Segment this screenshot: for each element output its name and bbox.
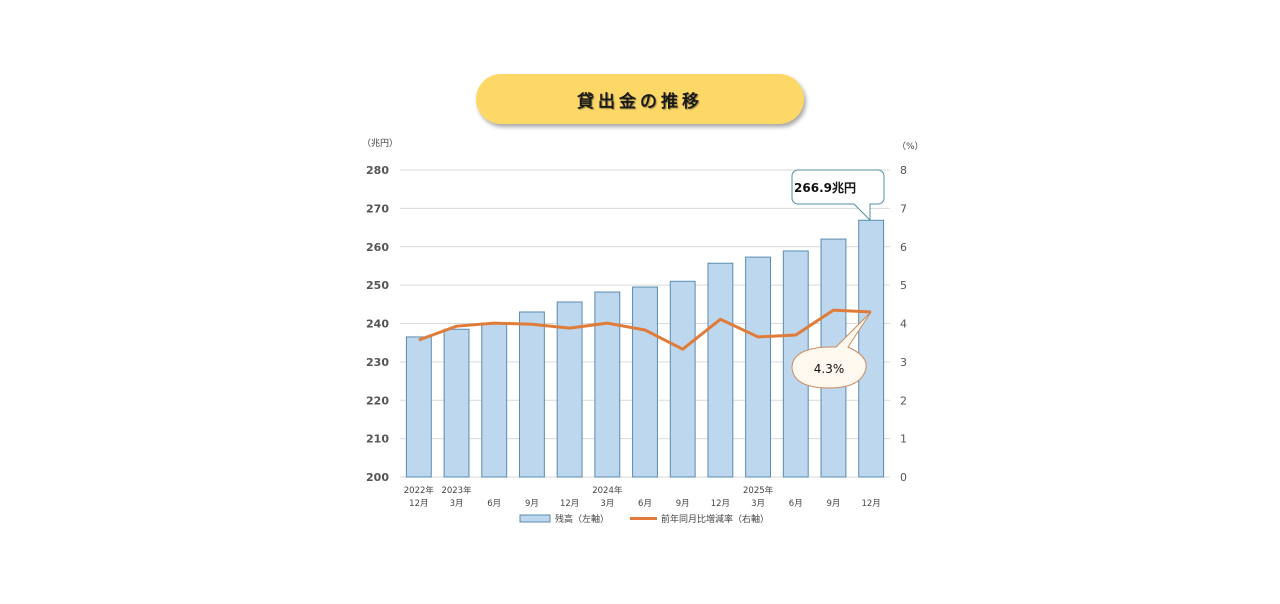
left-tick-label: 240 <box>366 318 389 331</box>
x-month-label: 6月 <box>789 499 803 509</box>
x-month-label: 3月 <box>600 499 614 509</box>
x-month-label: 9月 <box>525 499 539 509</box>
right-tick-label: 7 <box>900 202 907 215</box>
x-month-label: 9月 <box>676 499 690 509</box>
balance-callout-text: 266.9兆円 <box>794 180 856 195</box>
left-tick-label: 200 <box>366 471 389 484</box>
x-month-label: 9月 <box>827 499 841 509</box>
rate-callout: 4.3% <box>791 311 872 389</box>
bar <box>707 262 734 478</box>
rate-callout-text: 4.3% <box>814 362 845 376</box>
growth-rate-line <box>418 308 872 351</box>
right-tick-label: 4 <box>900 318 907 331</box>
x-month-label: 12月 <box>409 499 428 509</box>
bar <box>594 291 621 478</box>
left-tick-label: 220 <box>366 394 389 407</box>
balance-callout: 266.9兆円 <box>791 169 885 222</box>
legend-bar-swatch <box>519 514 551 523</box>
right-tick-label: 6 <box>900 241 907 254</box>
x-year-label: 2024年 <box>592 485 623 496</box>
x-month-label: 6月 <box>487 499 501 509</box>
right-y-axis: 0 1 2 3 4 5 6 7 8 <box>900 164 907 484</box>
bar <box>405 336 432 478</box>
balance-bars <box>405 219 885 478</box>
right-axis-unit-label: （%） <box>897 141 924 152</box>
left-tick-label: 280 <box>366 164 389 177</box>
left-y-axis: 200 210 220 230 240 250 260 270 280 <box>366 164 389 484</box>
right-tick-label: 8 <box>900 164 907 177</box>
bar <box>632 286 658 478</box>
right-tick-label: 3 <box>900 356 907 369</box>
legend-growth-label: 前年同月比増減率（右軸） <box>661 513 769 525</box>
right-tick-label: 5 <box>900 279 907 292</box>
bar <box>518 311 545 478</box>
x-axis-labels: 2022年 12月 2023年 3月 6月 9月 12月 2024年 3月 6月 9月 12月 2025… <box>404 485 881 509</box>
x-month-label: 12月 <box>560 499 579 509</box>
x-month-label: 3月 <box>450 499 464 509</box>
x-year-label: 2022年 <box>404 485 435 496</box>
bar <box>858 219 885 478</box>
bar <box>669 280 696 478</box>
right-tick-label: 1 <box>900 433 907 446</box>
left-tick-label: 250 <box>366 279 389 292</box>
right-tick-label: 2 <box>900 394 907 407</box>
left-tick-label: 270 <box>366 202 389 215</box>
chart-title: 貸出金の推移 <box>577 91 703 112</box>
bar <box>481 322 508 478</box>
left-tick-label: 210 <box>366 433 389 446</box>
growth-line <box>418 308 872 351</box>
bar <box>556 301 583 478</box>
chart-title-banner: 貸出金の推移 <box>476 74 804 124</box>
bar <box>443 328 470 478</box>
bar <box>745 256 772 478</box>
x-month-label: 3月 <box>751 499 765 509</box>
right-tick-label: 0 <box>900 471 907 484</box>
x-month-label: 12月 <box>711 499 730 509</box>
x-year-label: 2025年 <box>743 485 774 496</box>
x-month-label: 6月 <box>638 499 652 509</box>
x-month-label: 12月 <box>861 499 880 509</box>
left-axis-unit-label: （兆円） <box>362 138 398 149</box>
left-tick-label: 230 <box>366 356 389 369</box>
left-tick-label: 260 <box>366 241 389 254</box>
legend-balance-label: 残高（左軸） <box>555 513 609 525</box>
legend: 残高（左軸） 前年同月比増減率（右軸） <box>519 513 769 525</box>
x-year-label: 2023年 <box>441 485 472 496</box>
